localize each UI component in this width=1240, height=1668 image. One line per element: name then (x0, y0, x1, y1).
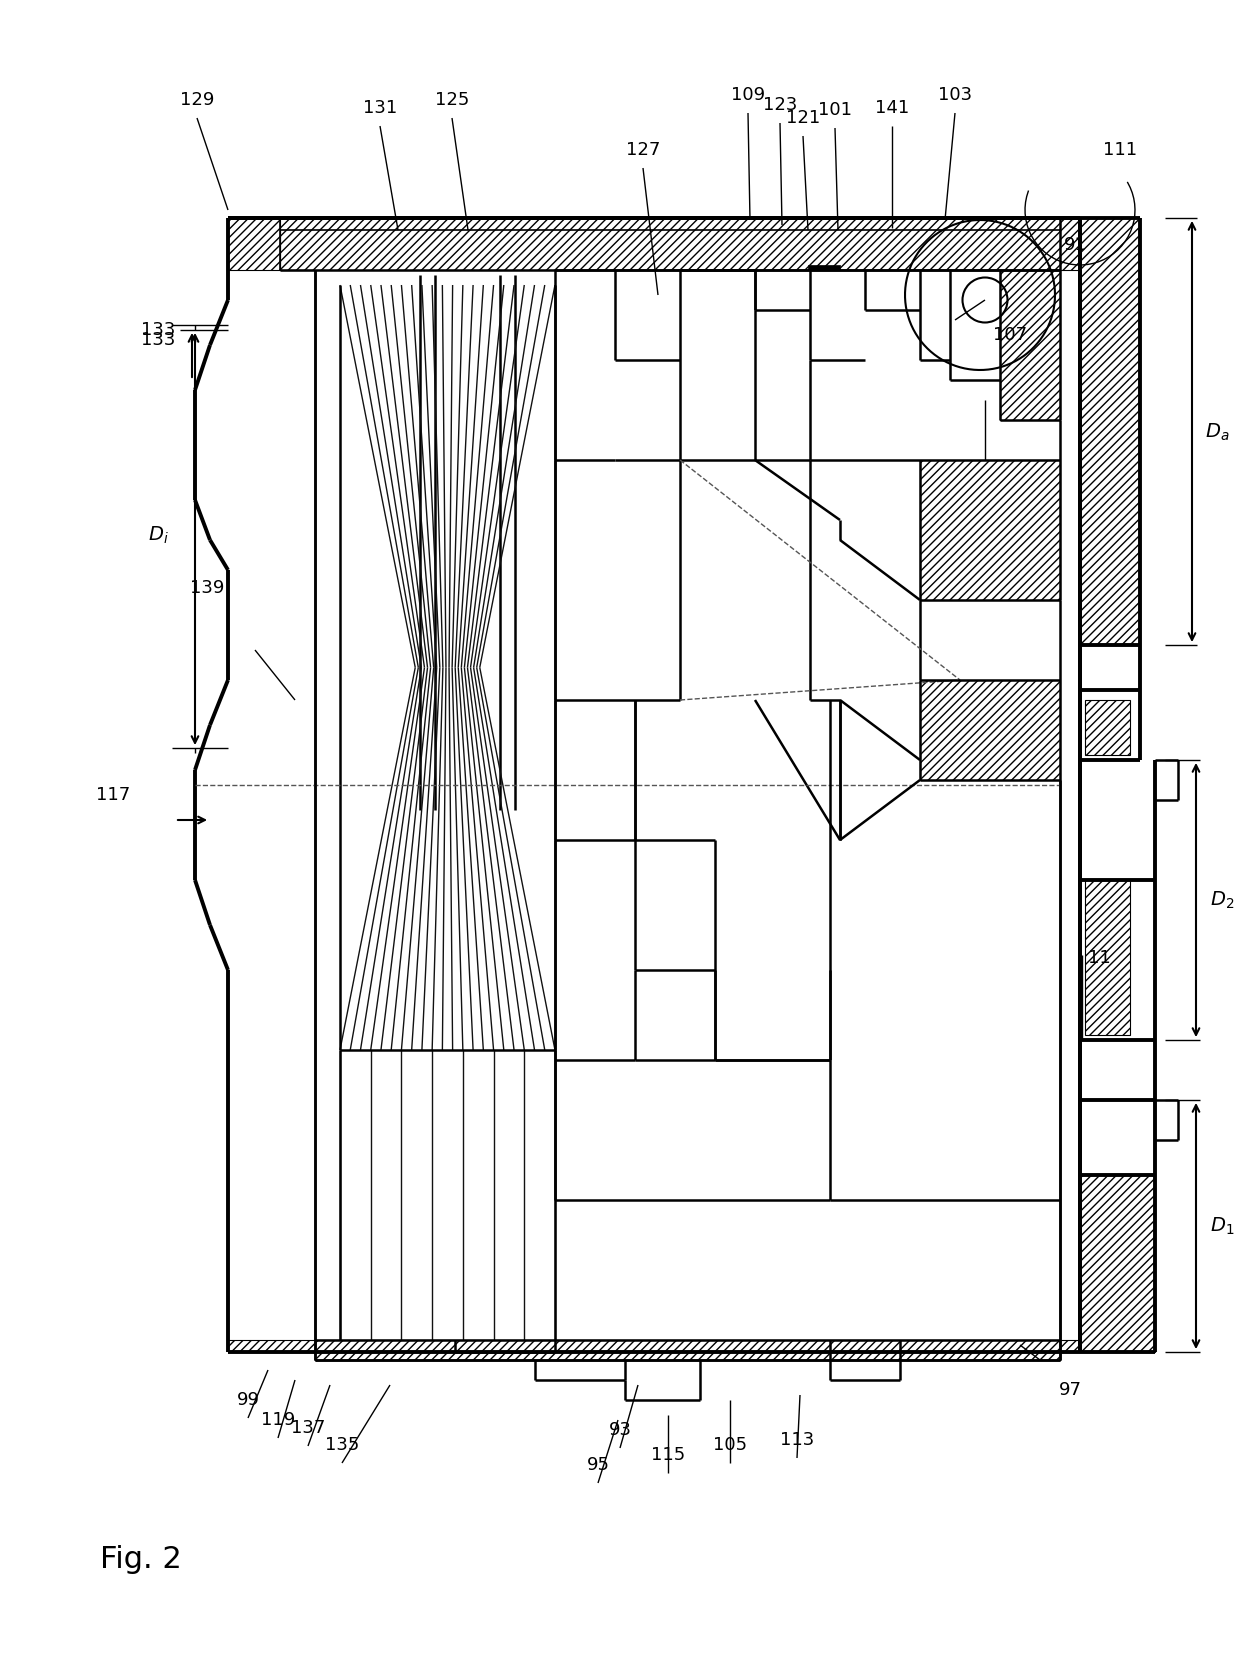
Text: 137: 137 (291, 1419, 325, 1438)
Text: 111: 111 (1102, 142, 1137, 158)
Text: 107: 107 (993, 325, 1027, 344)
Text: 127: 127 (626, 142, 660, 158)
Text: 115: 115 (651, 1446, 686, 1465)
Text: 117: 117 (95, 786, 130, 804)
Text: 139: 139 (190, 579, 224, 597)
Text: 95: 95 (587, 1456, 610, 1475)
Text: 129: 129 (180, 92, 215, 108)
Text: 131: 131 (363, 98, 397, 117)
Text: 133: 133 (141, 320, 175, 339)
Polygon shape (920, 460, 1060, 600)
Text: 119: 119 (260, 1411, 295, 1429)
Polygon shape (920, 681, 1060, 781)
Text: $D_i$: $D_i$ (148, 524, 169, 545)
Polygon shape (315, 1339, 1060, 1359)
Text: 123: 123 (763, 97, 797, 113)
Polygon shape (808, 265, 839, 270)
Text: 125: 125 (435, 92, 469, 108)
Polygon shape (1080, 219, 1140, 646)
Text: 93: 93 (609, 1421, 631, 1439)
Text: 101: 101 (818, 102, 852, 118)
Text: 113: 113 (780, 1431, 815, 1449)
Text: 133: 133 (141, 330, 175, 349)
Text: 97: 97 (1059, 1381, 1081, 1399)
Polygon shape (1085, 701, 1130, 756)
Text: 141: 141 (875, 98, 909, 117)
Text: 109: 109 (730, 87, 765, 103)
Text: $D_2$: $D_2$ (1210, 889, 1234, 911)
Text: $D_1$: $D_1$ (1210, 1216, 1234, 1236)
Text: 135: 135 (325, 1436, 360, 1454)
Polygon shape (228, 219, 1080, 270)
Polygon shape (1080, 1174, 1154, 1353)
Polygon shape (1085, 881, 1130, 1036)
Polygon shape (228, 219, 315, 270)
Text: 103: 103 (937, 87, 972, 103)
Polygon shape (228, 1339, 1080, 1353)
Text: Fig. 2: Fig. 2 (100, 1546, 182, 1575)
Text: 105: 105 (713, 1436, 746, 1454)
Text: 11: 11 (1087, 949, 1111, 967)
Text: 91: 91 (1064, 235, 1086, 254)
Text: 121: 121 (786, 108, 820, 127)
Text: $D_a$: $D_a$ (1205, 422, 1230, 442)
Text: 99: 99 (237, 1391, 259, 1409)
Polygon shape (999, 270, 1060, 420)
